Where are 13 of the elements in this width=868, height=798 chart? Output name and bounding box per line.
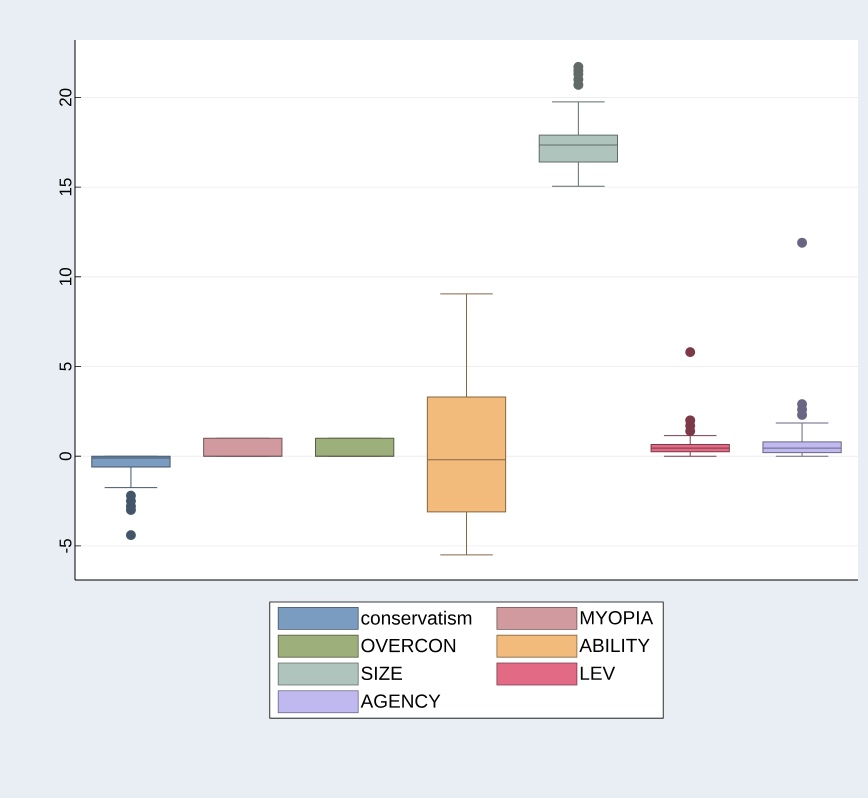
legend-label: MYOPIA bbox=[580, 611, 654, 624]
y-tick-label: -5 bbox=[60, 539, 72, 553]
y-tick-label: 20 bbox=[59, 88, 72, 106]
legend-label: conservatism bbox=[361, 610, 472, 625]
y-tick-label: 0 bbox=[59, 452, 72, 460]
legend-label: SIZE bbox=[361, 666, 402, 680]
legend-label: OVERCON bbox=[361, 638, 456, 652]
legend-label: AGENCY bbox=[360, 694, 440, 708]
y-tick-label: 5 bbox=[60, 362, 72, 371]
legend-label: ABILITY bbox=[579, 638, 650, 652]
y-tick-label: 15 bbox=[60, 178, 72, 196]
y-tick-label: 10 bbox=[59, 268, 72, 285]
legend-label: LEV bbox=[580, 666, 616, 680]
